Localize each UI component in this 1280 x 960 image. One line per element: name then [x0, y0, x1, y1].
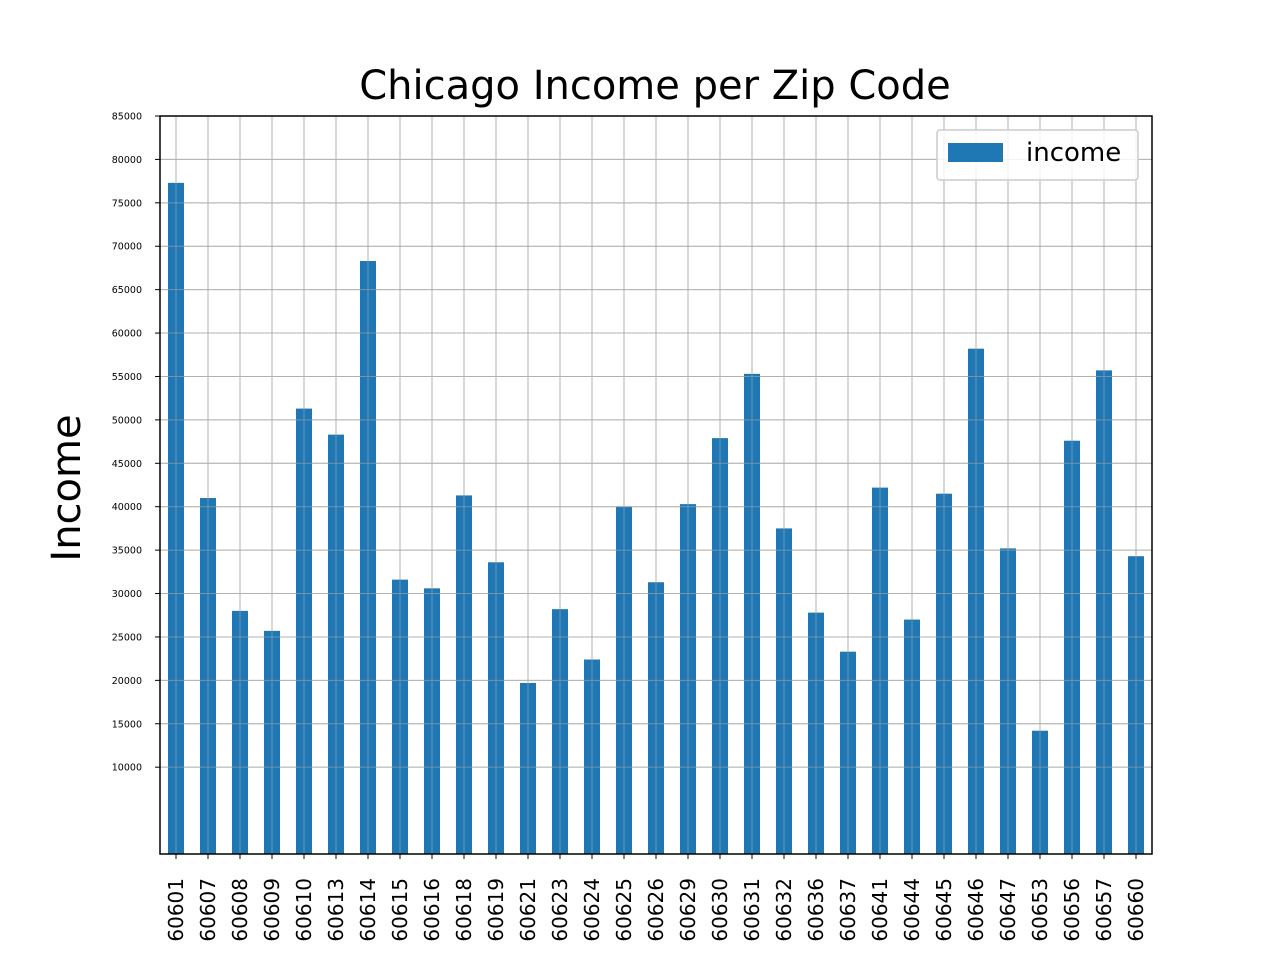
x-axis-ticks: 60601 60607 60608 60609 60610 60613 60614 60615… [164, 854, 1148, 942]
x-tick-label: 60646 [964, 878, 988, 942]
x-tick-label: 60610 [292, 878, 316, 942]
x-tick-label: 60636 [804, 878, 828, 942]
x-tick-label: 60624 [580, 878, 604, 942]
x-tick-label: 60644 [900, 878, 924, 942]
y-tick-label: 75000 [112, 198, 142, 209]
y-tick-label: 55000 [112, 372, 142, 383]
x-tick-label: 60629 [676, 878, 700, 942]
x-tick-label: 60601 [164, 878, 188, 942]
legend-box [936, 129, 1139, 181]
y-axis-label: Income [44, 414, 90, 561]
y-tick-label: 60000 [112, 329, 142, 340]
y-tick-label: 35000 [112, 546, 142, 557]
x-tick-label: 60656 [1060, 878, 1084, 942]
x-tick-label: 60607 [196, 878, 220, 942]
chart-title: Chicago Income per Zip Code [359, 63, 951, 109]
gridlines-overlay [160, 115, 1152, 854]
x-tick-label: 60621 [516, 878, 540, 942]
y-tick-label: 80000 [112, 155, 142, 166]
y-tick-label: 50000 [112, 415, 142, 426]
x-tick-label: 60645 [932, 878, 956, 942]
legend-label: income [1026, 138, 1121, 168]
x-tick-label: 60641 [868, 878, 892, 942]
x-tick-label: 60630 [708, 878, 732, 942]
x-tick-label: 60647 [996, 878, 1020, 942]
x-tick-label: 60614 [356, 878, 380, 942]
x-tick-label: 60653 [1028, 878, 1052, 942]
x-tick-label: 60618 [452, 878, 476, 942]
y-tick-label: 45000 [112, 459, 142, 470]
y-tick-label: 70000 [112, 242, 142, 253]
x-tick-label: 60609 [260, 878, 284, 942]
y-tick-label: 30000 [112, 589, 142, 600]
x-tick-label: 60608 [228, 878, 252, 942]
x-tick-label: 60631 [740, 878, 764, 942]
legend-swatch [948, 143, 1003, 162]
x-tick-label: 60660 [1124, 878, 1148, 942]
y-tick-label: 25000 [112, 632, 142, 643]
y-tick-label: 65000 [112, 285, 142, 296]
x-tick-label: 60626 [644, 878, 668, 942]
x-tick-label: 60616 [420, 878, 444, 942]
y-axis-ticks: 10000 15000 20000 25000 30000 35000 40000 45000… [112, 112, 160, 774]
legend: income [936, 129, 1139, 181]
x-tick-label: 60619 [484, 878, 508, 942]
y-tick-label: 20000 [112, 676, 142, 687]
y-tick-label: 10000 [112, 763, 142, 774]
x-tick-label: 60615 [388, 878, 412, 942]
x-tick-label: 60632 [772, 878, 796, 942]
y-tick-label: 15000 [112, 719, 142, 730]
x-tick-label: 60657 [1092, 878, 1116, 942]
x-tick-label: 60637 [836, 878, 860, 942]
y-tick-label: 85000 [112, 112, 142, 123]
x-tick-label: 60625 [612, 878, 636, 942]
x-tick-label: 60623 [548, 878, 572, 942]
y-tick-label: 40000 [112, 502, 142, 513]
x-tick-label: 60613 [324, 878, 348, 942]
